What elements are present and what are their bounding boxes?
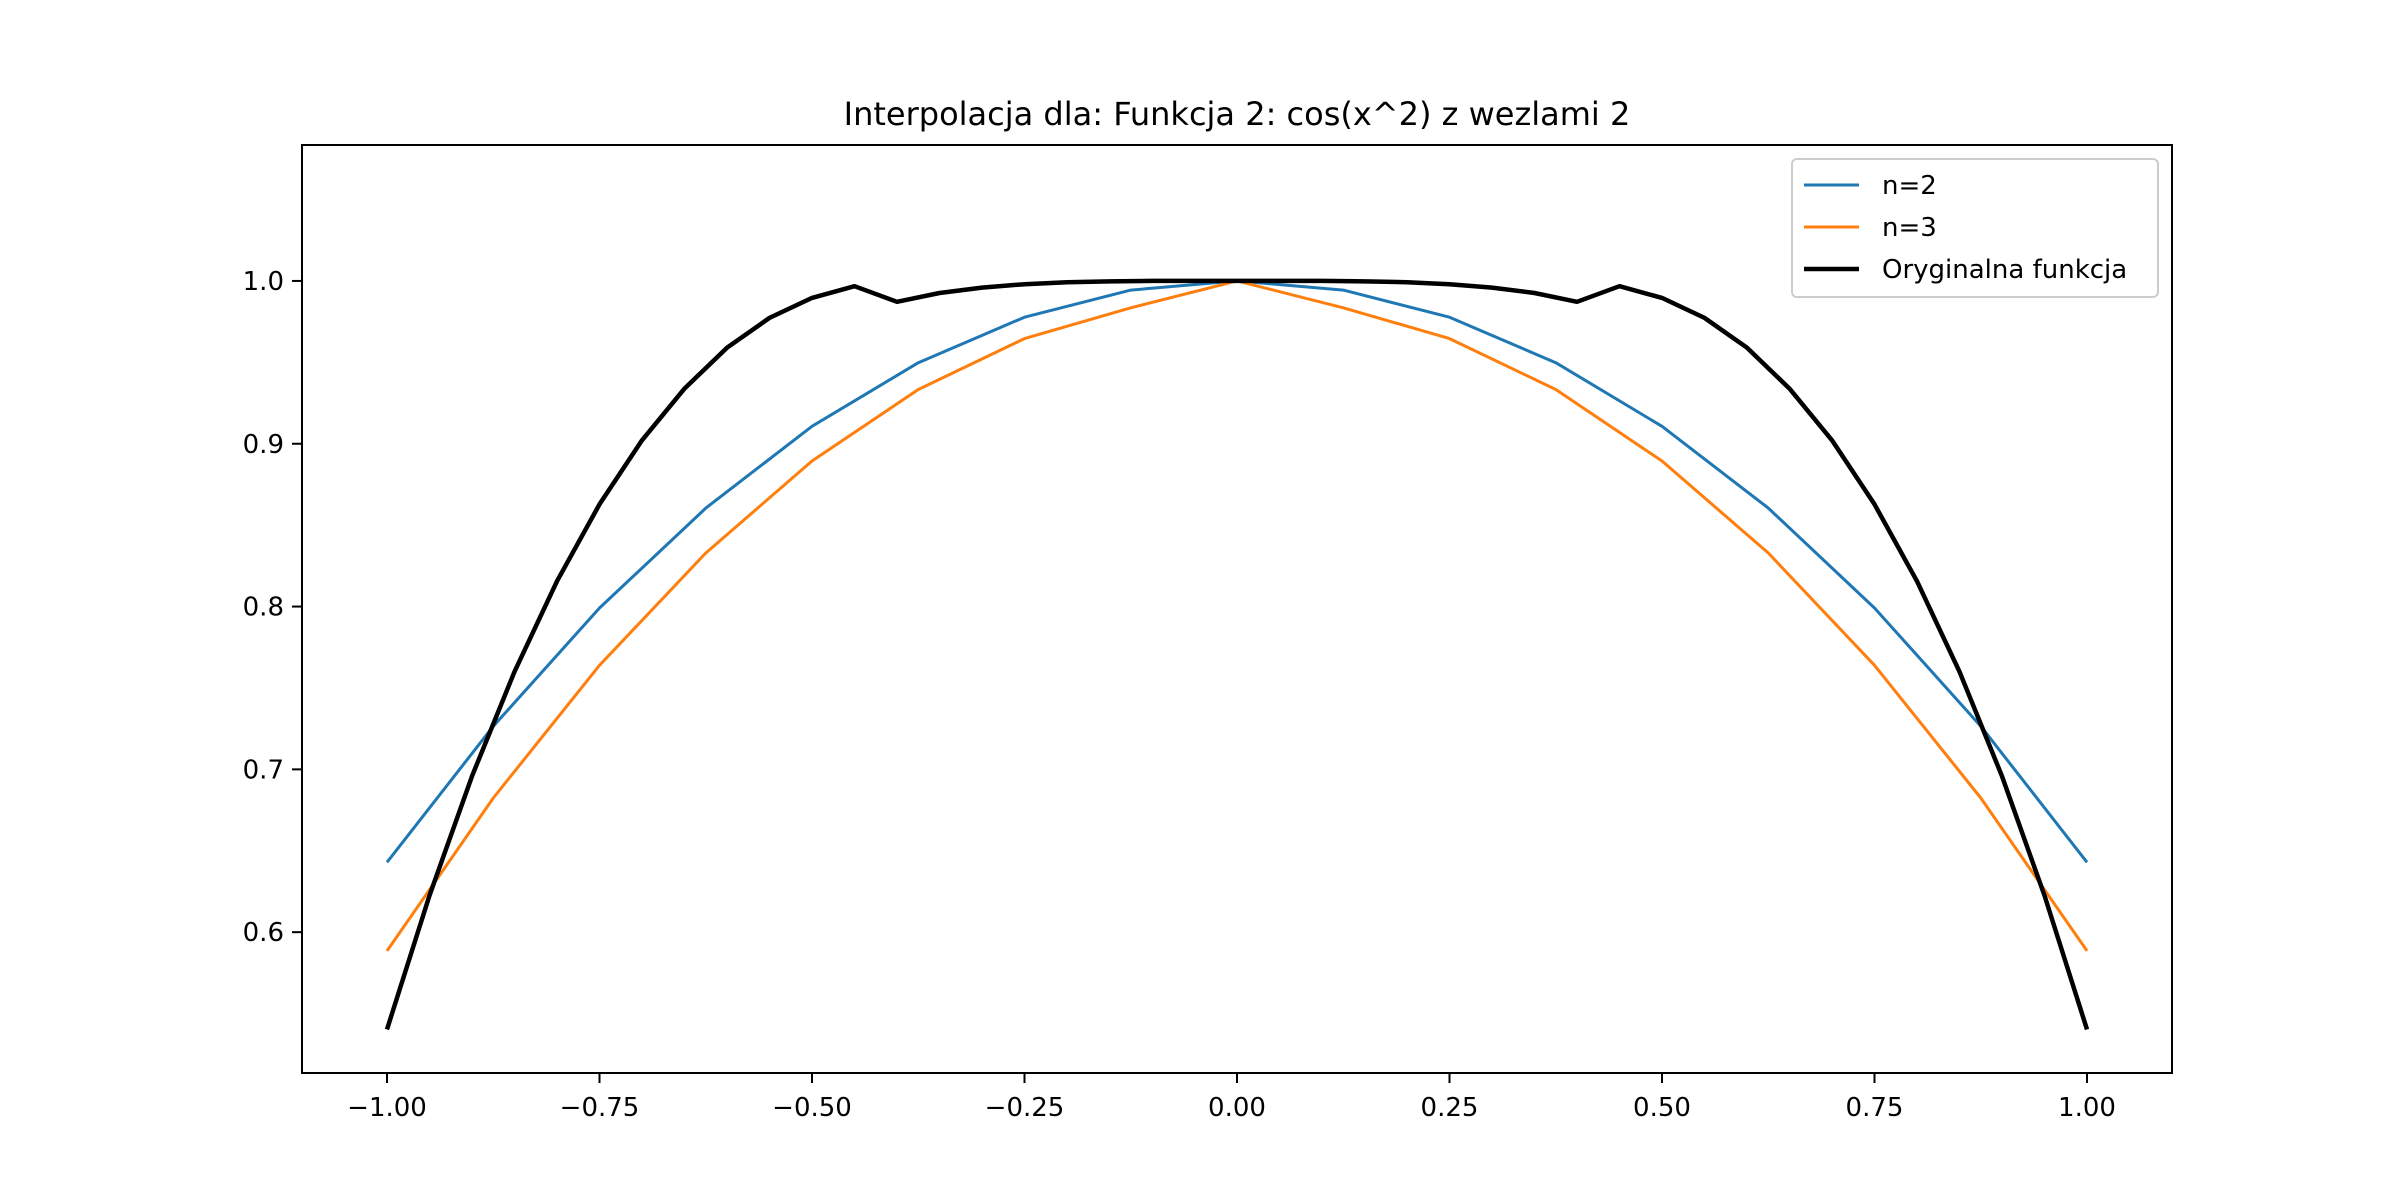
y-tick-label: 1.0: [243, 267, 284, 297]
x-tick-label: −0.50: [772, 1093, 852, 1123]
x-tick-label: 0.25: [1421, 1093, 1479, 1123]
x-tick-label: −0.25: [985, 1093, 1065, 1123]
plot-area: [301, 144, 2173, 1074]
y-tick-label: 0.9: [243, 430, 284, 460]
y-tick-label: 0.7: [243, 755, 284, 785]
x-tick-label: 0.50: [1633, 1093, 1691, 1123]
y-axis: 0.6 0.7 0.8 0.9 1.0: [243, 267, 302, 948]
legend: n=2 n=3 Oryginalna funkcja: [1791, 158, 2159, 298]
chart-title: Interpolacja dla: Funkcja 2: cos(x^2) z …: [844, 95, 1631, 133]
legend-label-3: Oryginalna funkcja: [1882, 255, 2127, 285]
x-tick-label: 0.00: [1208, 1093, 1266, 1123]
x-tick-label: −1.00: [347, 1093, 427, 1123]
legend-label-1: n=2: [1882, 171, 1937, 201]
series-line-3: [384, 278, 2090, 1031]
x-tick-label: 0.75: [1846, 1093, 1904, 1123]
plot-background: [302, 145, 2172, 1073]
series-layer: [384, 278, 2090, 1031]
x-tick-label: −0.75: [560, 1093, 640, 1123]
x-tick-label: 1.00: [2058, 1093, 2116, 1123]
legend-label-2: n=3: [1882, 213, 1937, 243]
legend-box: [1791, 158, 2159, 298]
x-axis: −1.00 −0.75 −0.50 −0.25 0.00 0.25 0.50 0.75 1.00: [347, 1073, 2116, 1123]
y-tick-label: 0.6: [243, 918, 284, 948]
y-tick-label: 0.8: [243, 593, 284, 623]
